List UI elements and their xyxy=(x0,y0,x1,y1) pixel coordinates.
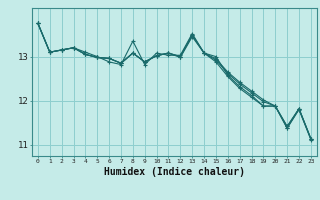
X-axis label: Humidex (Indice chaleur): Humidex (Indice chaleur) xyxy=(104,167,245,177)
